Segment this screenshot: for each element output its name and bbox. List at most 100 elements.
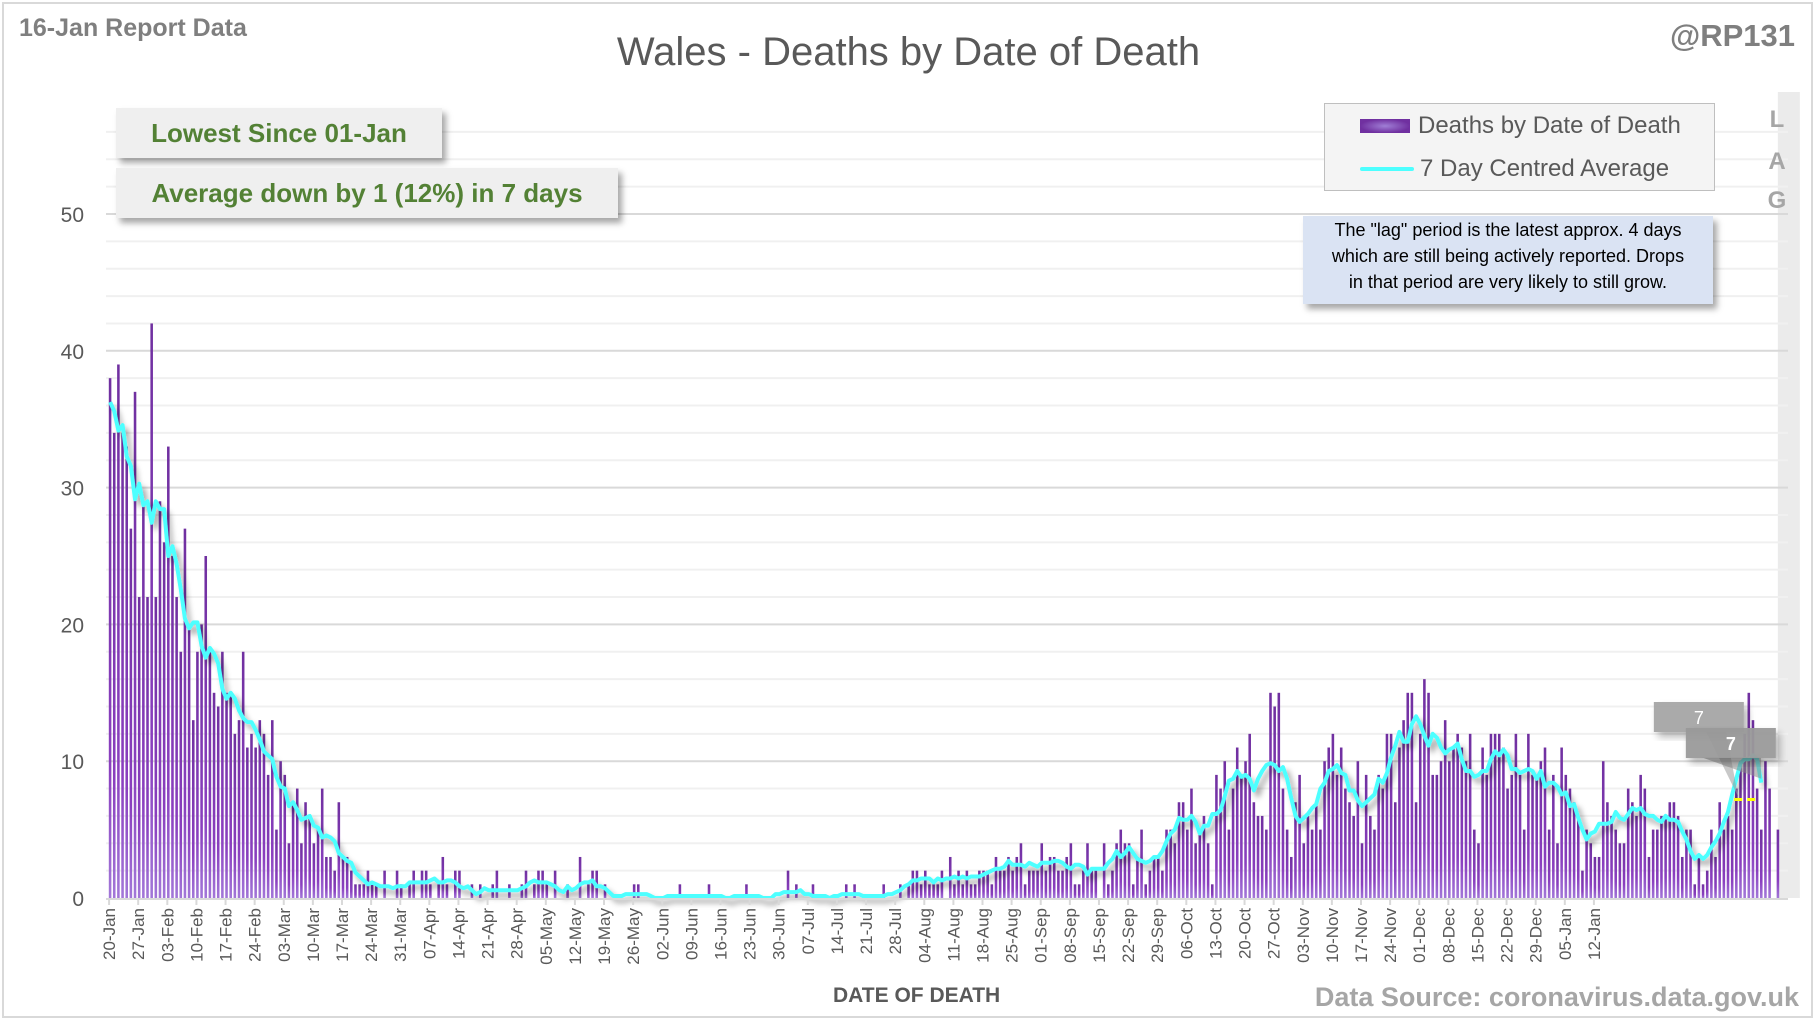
x-tick-label: 21-Apr — [479, 908, 498, 959]
bar — [262, 733, 266, 898]
bar — [1647, 856, 1651, 898]
bar — [1065, 856, 1068, 898]
bar — [1127, 843, 1131, 898]
bar — [1265, 829, 1268, 898]
bar — [266, 774, 270, 898]
x-tick-label: 27-Oct — [1265, 908, 1284, 959]
bar — [924, 870, 927, 898]
bar — [1497, 733, 1501, 898]
report-date-label: 16-Jan Report Data — [19, 14, 247, 42]
bar — [1393, 802, 1397, 898]
bar — [1473, 829, 1476, 898]
bar — [1564, 774, 1568, 898]
bar — [1015, 856, 1019, 898]
bar — [1052, 856, 1056, 898]
bar — [1406, 692, 1410, 898]
bar — [1410, 692, 1414, 898]
chart-title: Wales - Deaths by Date of Death — [616, 30, 1201, 74]
bar — [1090, 870, 1093, 898]
bar — [358, 884, 361, 898]
bar — [1131, 884, 1135, 898]
x-tick-label: 05-Jan — [1556, 908, 1575, 960]
bar — [1768, 788, 1771, 898]
bar — [187, 624, 191, 898]
bar — [258, 720, 262, 898]
bar — [1327, 747, 1331, 898]
bar — [637, 884, 640, 898]
bar — [1011, 870, 1014, 898]
x-tick-label: 22-Dec — [1498, 908, 1517, 963]
bar — [533, 884, 536, 898]
legend-bar-swatch — [1360, 119, 1410, 133]
bar — [1206, 843, 1210, 898]
bar — [1381, 788, 1385, 898]
bar — [1776, 829, 1780, 898]
bar — [919, 884, 923, 898]
bar — [1148, 870, 1152, 898]
bar — [1635, 815, 1638, 898]
bar — [1115, 843, 1118, 898]
bar — [200, 624, 203, 898]
bar — [932, 884, 935, 898]
x-tick-label: 08-Sep — [1061, 908, 1080, 963]
bar — [1556, 843, 1559, 898]
bar — [354, 884, 357, 898]
bar — [986, 870, 989, 898]
x-tick-label: 20-Jan — [100, 908, 119, 960]
bar — [196, 651, 199, 898]
y-tick-label: 20 — [61, 614, 84, 637]
bar — [216, 706, 220, 898]
x-tick-label: 10-Feb — [187, 908, 206, 962]
bar — [1019, 843, 1023, 898]
x-tick-label: 28-Jul — [886, 908, 905, 954]
bar — [1726, 815, 1730, 898]
bar — [246, 747, 249, 898]
bar — [129, 528, 133, 898]
x-tick-label: 27-Jan — [129, 908, 148, 960]
y-tick-label: 0 — [72, 888, 84, 911]
bar — [1156, 856, 1160, 898]
bar — [1235, 747, 1239, 898]
x-tick-label: 11-Aug — [944, 908, 963, 962]
bar — [936, 884, 940, 898]
bar — [1294, 802, 1297, 898]
bar — [370, 884, 374, 898]
bar — [1319, 829, 1322, 898]
x-tick-label: 03-Nov — [1294, 908, 1313, 963]
bar — [1643, 788, 1647, 898]
bar — [225, 692, 228, 898]
author-handle: @RP131 — [1669, 18, 1795, 53]
bar — [1373, 829, 1376, 898]
x-tick-label: 17-Nov — [1352, 908, 1371, 963]
bar — [1718, 802, 1721, 898]
bar — [300, 843, 303, 898]
bar — [1227, 829, 1231, 898]
bar — [1531, 774, 1534, 898]
bar — [287, 843, 291, 898]
bar — [1689, 829, 1692, 898]
x-axis-ticks: 20-Jan 27-Jan 03-Feb 10-Feb 17-Feb 24-Feb 03-M… — [100, 899, 1604, 965]
bar — [250, 733, 253, 898]
callout-lowest: Lowest Since 01-Jan — [116, 108, 442, 158]
bar — [399, 884, 403, 898]
bar — [1743, 733, 1746, 898]
y-tick-label: 40 — [61, 341, 84, 364]
bar — [1369, 815, 1372, 898]
lag-explanation-note: The "lag" period is the latest approx. 4… — [1303, 216, 1713, 304]
bar — [1210, 884, 1214, 898]
bar — [1048, 856, 1052, 898]
bar — [969, 884, 973, 898]
bar — [1061, 870, 1064, 898]
x-tick-label: 29-Dec — [1527, 908, 1546, 963]
bar — [1364, 774, 1368, 898]
bar — [973, 884, 977, 898]
bar — [1568, 788, 1572, 898]
bar — [1460, 747, 1464, 898]
bar — [1622, 843, 1626, 898]
x-tick-label: 12-Jan — [1585, 908, 1604, 960]
x-tick-label: 18-Aug — [974, 908, 993, 963]
bar — [1560, 747, 1563, 898]
bar — [316, 829, 320, 898]
y-tick-label: 10 — [61, 751, 84, 774]
bar — [1027, 870, 1031, 898]
